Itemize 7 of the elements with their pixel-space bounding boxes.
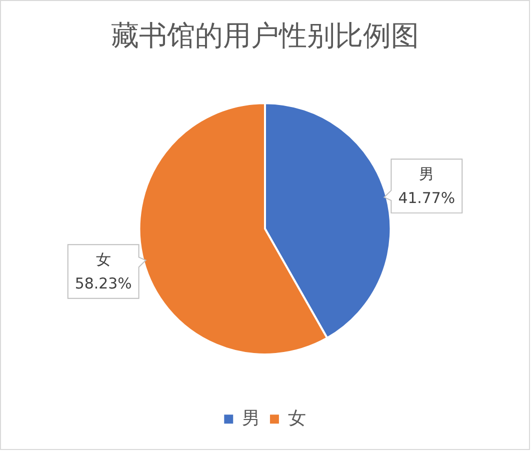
legend-label: 女 — [288, 408, 306, 429]
chart-title: 藏书馆的用户性别比例图 — [110, 18, 420, 52]
legend-label: 男 — [242, 408, 260, 429]
slice-label: 男 — [419, 164, 434, 183]
data-label: 41.77% — [398, 188, 456, 207]
data-label: 58.23% — [74, 274, 132, 292]
slice-label: 女 — [96, 250, 111, 268]
